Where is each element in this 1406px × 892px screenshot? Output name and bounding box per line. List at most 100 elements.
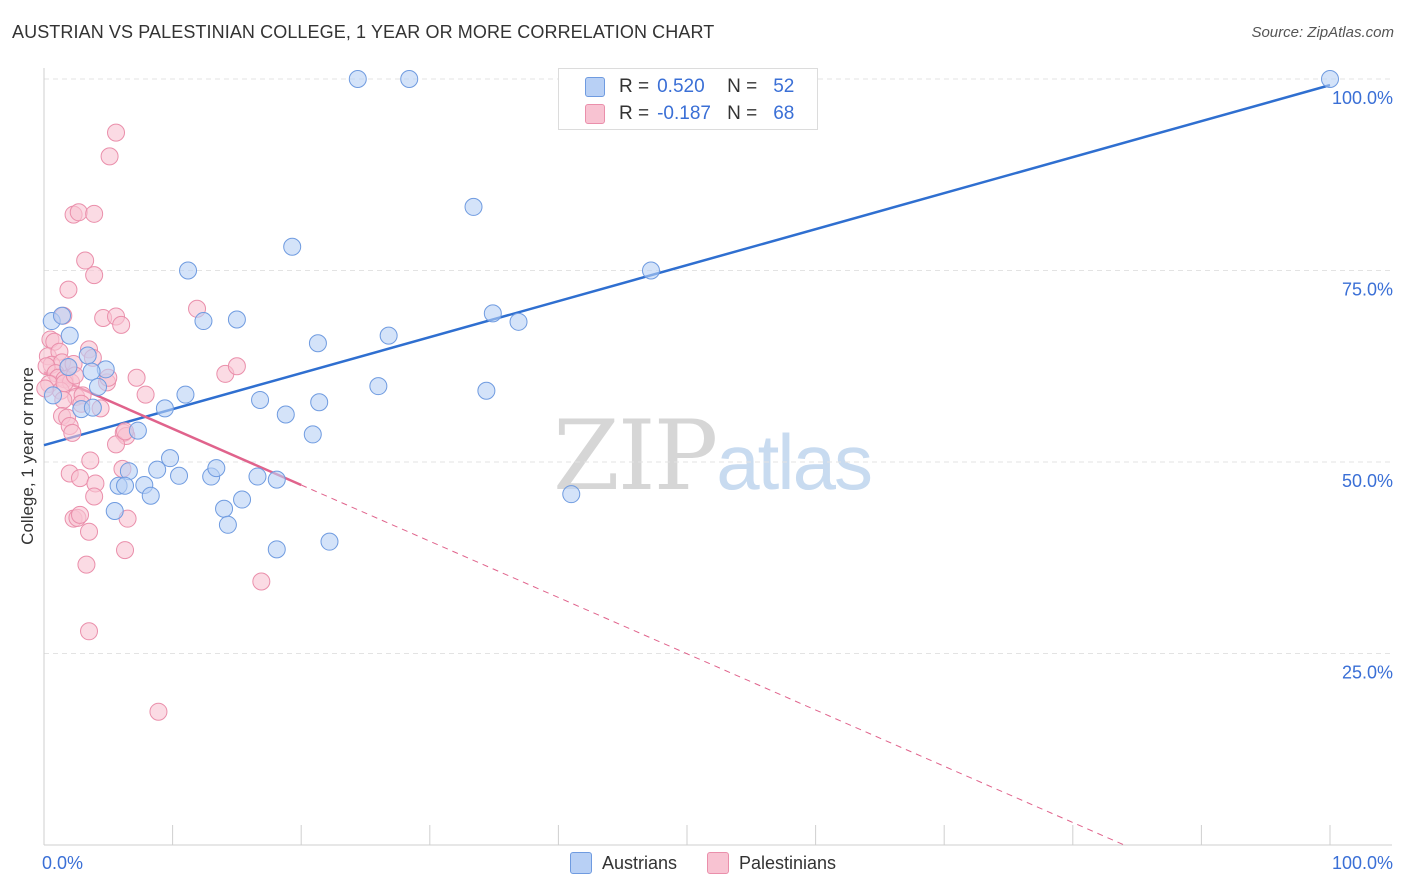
austrians-trend-line xyxy=(43,83,1331,447)
legend-label-palestinians: Palestinians xyxy=(738,852,837,873)
palestinian-point xyxy=(85,204,104,223)
austrian-point xyxy=(400,70,419,88)
austrian-point xyxy=(215,499,234,518)
y-axis-label: College, 1 year or more xyxy=(18,367,37,545)
austrian-point xyxy=(276,405,295,424)
austrian-point xyxy=(44,386,63,405)
legend-item-palestinians[interactable]: Palestinians xyxy=(706,852,837,874)
legend-r-value: 0.520 xyxy=(657,76,705,97)
austrian-point xyxy=(379,326,398,345)
austrian-point xyxy=(207,459,226,478)
palestinian-point xyxy=(136,385,155,404)
austrian-point xyxy=(509,312,528,331)
legend-r-label: R = xyxy=(619,76,650,97)
austrian-point xyxy=(161,449,180,468)
austrian-point xyxy=(89,377,108,396)
palestinian-point xyxy=(71,505,90,524)
austrian-point xyxy=(369,377,388,396)
austrian-point xyxy=(562,485,581,504)
x-tick-label: 100.0% xyxy=(1332,853,1393,873)
austrian-point xyxy=(483,304,502,323)
y-tick-label: 75.0% xyxy=(1342,280,1393,300)
austrian-point xyxy=(218,515,237,534)
palestinian-point xyxy=(59,280,78,299)
austrian-point xyxy=(83,398,102,417)
austrian-point xyxy=(60,326,79,345)
austrian-point xyxy=(464,197,483,216)
y-tick-label: 25.0% xyxy=(1342,663,1393,683)
legend-n-value: 68 xyxy=(773,103,795,124)
watermark-zip: ZIP xyxy=(553,400,718,512)
legend-r-label: R = xyxy=(619,103,650,124)
palestinian-point xyxy=(80,622,99,641)
palestinian-point xyxy=(81,451,100,470)
palestinian-point xyxy=(107,123,126,142)
legend-n-label: N = xyxy=(727,76,758,97)
palestinian-point xyxy=(227,357,246,376)
austrian-point xyxy=(267,540,286,559)
austrian-point xyxy=(78,346,97,365)
data-points xyxy=(36,70,1339,721)
austrian-point xyxy=(155,399,174,418)
legend-item-austrians[interactable]: Austrians xyxy=(569,852,677,874)
palestinian-point xyxy=(85,487,104,506)
grid-lines xyxy=(44,78,1392,654)
austrian-point xyxy=(227,310,246,329)
austrian-point xyxy=(348,70,367,88)
palestinian-point xyxy=(107,435,126,454)
trend-lines xyxy=(43,83,1331,846)
legend-swatch-palestinians xyxy=(706,852,729,874)
austrian-point xyxy=(283,237,302,256)
legend-r-value: -0.187 xyxy=(657,103,711,124)
legend-n-label: N = xyxy=(727,103,758,124)
austrian-point xyxy=(179,261,198,280)
palestinian-point xyxy=(127,368,146,387)
austrian-point xyxy=(310,393,329,412)
palestinian-point xyxy=(112,315,131,334)
legend-row-austrians: R = 0.520 N = 52 xyxy=(585,75,794,99)
legend-row-palestinians: R = -0.187 N = 68 xyxy=(585,102,794,126)
austrian-point xyxy=(248,467,267,486)
palestinian-point xyxy=(149,702,168,721)
axes xyxy=(43,68,1392,846)
austrian-point xyxy=(308,334,327,353)
austrian-point xyxy=(267,470,286,489)
y-tick-label: 100.0% xyxy=(1332,88,1393,108)
legend-swatch-austrians xyxy=(585,77,605,97)
austrian-point xyxy=(320,532,339,551)
austrian-point xyxy=(194,312,213,331)
austrian-point xyxy=(251,390,270,409)
source-label: Source: ZipAtlas.com xyxy=(1251,24,1394,41)
legend-n-value: 52 xyxy=(773,76,795,97)
austrian-point xyxy=(176,385,195,404)
austrian-point xyxy=(141,486,160,505)
tick-labels: 25.0% 50.0% 75.0% 100.0% 0.0% 100.0% xyxy=(42,88,1393,873)
legend-label-austrians: Austrians xyxy=(601,852,677,873)
series-legend: Austrians Palestinians xyxy=(0,852,1406,874)
stats-legend: R = 0.520 N = 52 R = -0.187 N = 68 xyxy=(558,68,818,130)
x-tick-label: 0.0% xyxy=(42,853,83,873)
austrian-point xyxy=(641,261,660,280)
austrian-point xyxy=(477,381,496,400)
austrian-point xyxy=(303,425,322,444)
palestinian-point xyxy=(116,541,135,560)
palestinians-trend-extension xyxy=(300,484,1125,846)
chart-title: AUSTRIAN VS PALESTINIAN COLLEGE, 1 YEAR … xyxy=(12,22,715,42)
palestinian-point xyxy=(76,251,95,270)
austrian-point xyxy=(233,490,252,509)
legend-swatch-palestinians xyxy=(585,104,605,124)
palestinian-point xyxy=(85,266,104,285)
palestinian-point xyxy=(77,555,96,574)
palestinian-point xyxy=(71,469,90,488)
austrian-point xyxy=(59,358,78,377)
palestinian-point xyxy=(252,572,271,591)
palestinian-point xyxy=(63,423,82,442)
legend-swatch-austrians xyxy=(569,852,592,874)
austrian-point xyxy=(105,502,124,521)
austrian-point xyxy=(128,421,147,440)
y-tick-label: 50.0% xyxy=(1342,471,1393,491)
palestinian-point xyxy=(69,203,88,222)
austrian-point xyxy=(82,362,101,381)
austrian-point xyxy=(148,460,167,479)
